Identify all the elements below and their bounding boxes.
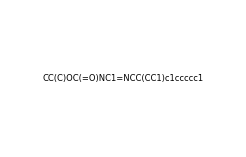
- Text: CC(C)OC(=O)NC1=NCC(CC1)c1ccccc1: CC(C)OC(=O)NC1=NCC(CC1)c1ccccc1: [43, 74, 203, 83]
